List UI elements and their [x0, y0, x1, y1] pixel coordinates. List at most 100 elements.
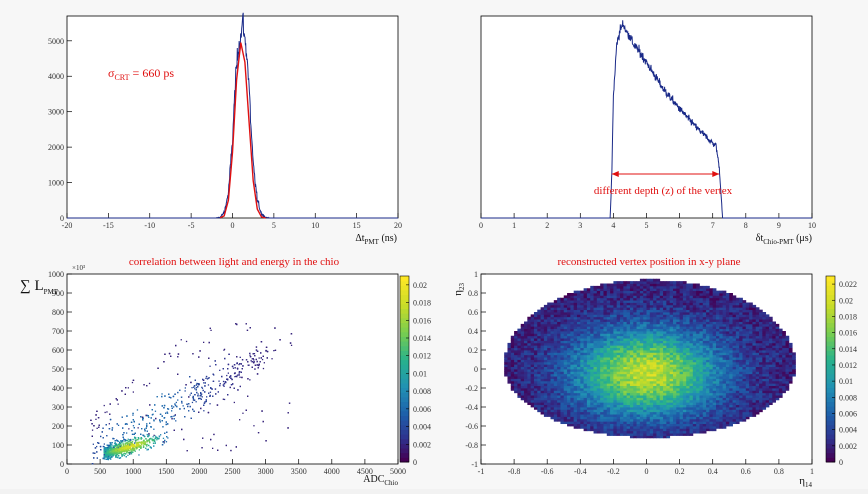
- density-cell: [620, 352, 624, 355]
- density-cell: [603, 312, 607, 315]
- density-cell: [584, 319, 588, 322]
- density-cell: [637, 331, 641, 334]
- density-cell: [620, 421, 624, 424]
- density-cell: [544, 360, 548, 363]
- density-cell: [600, 409, 604, 412]
- density-cell: [587, 412, 591, 415]
- density-cell: [633, 398, 637, 401]
- density-point: [213, 381, 214, 382]
- density-cell: [590, 312, 594, 315]
- density-cell: [551, 341, 555, 344]
- density-cell: [560, 317, 564, 320]
- density-cell: [551, 398, 555, 401]
- density-cell: [640, 433, 644, 436]
- density-point: [183, 405, 184, 406]
- density-cell: [620, 362, 624, 365]
- density-cell: [603, 405, 607, 408]
- density-point: [147, 441, 148, 442]
- density-cell: [587, 421, 591, 424]
- density-cell: [587, 303, 591, 306]
- density-cell: [633, 350, 637, 353]
- density-cell: [547, 374, 551, 377]
- density-point: [94, 453, 95, 454]
- density-cell: [590, 398, 594, 401]
- density-point: [186, 404, 187, 405]
- density-cell: [610, 407, 614, 410]
- density-cell: [514, 379, 518, 382]
- density-cell: [544, 310, 548, 313]
- density-cell: [597, 405, 601, 408]
- density-cell: [627, 303, 631, 306]
- density-cell: [511, 345, 515, 348]
- density-cell: [643, 436, 647, 439]
- y-tick-label: 5000: [48, 37, 64, 46]
- density-cell: [554, 400, 558, 403]
- density-cell: [541, 343, 545, 346]
- density-point: [93, 425, 94, 426]
- density-cell: [507, 362, 511, 365]
- density-cell: [527, 400, 531, 403]
- density-cell: [527, 357, 531, 360]
- density-cell: [574, 390, 578, 393]
- density-cell: [534, 371, 538, 374]
- density-cell: [630, 371, 634, 374]
- density-cell: [640, 379, 644, 382]
- density-point: [122, 434, 123, 435]
- density-cell: [541, 405, 545, 408]
- density-point: [196, 387, 197, 388]
- density-cell: [574, 398, 578, 401]
- density-cell: [633, 281, 637, 284]
- density-point: [234, 372, 235, 373]
- density-cell: [627, 322, 631, 325]
- density-cell: [524, 357, 528, 360]
- density-cell: [620, 412, 624, 415]
- density-cell: [637, 303, 641, 306]
- density-cell: [590, 345, 594, 348]
- panel-correlation: correlation between light and energy in …: [20, 256, 431, 487]
- density-cell: [617, 417, 621, 420]
- density-cell: [620, 428, 624, 431]
- density-cell: [584, 412, 588, 415]
- density-cell: [570, 409, 574, 412]
- density-point: [146, 444, 147, 445]
- density-cell: [531, 386, 535, 389]
- density-cell: [534, 357, 538, 360]
- density-cell: [580, 307, 584, 310]
- density-cell: [607, 331, 611, 334]
- density-cell: [610, 376, 614, 379]
- density-cell: [594, 421, 598, 424]
- density-point: [255, 365, 256, 366]
- density-cell: [630, 350, 634, 353]
- density-cell: [610, 338, 614, 341]
- density-cell: [630, 400, 634, 403]
- density-cell: [594, 390, 598, 393]
- density-cell: [623, 379, 627, 382]
- density-cell: [514, 369, 518, 372]
- density-cell: [637, 395, 641, 398]
- density-cell: [527, 364, 531, 367]
- density-cell: [600, 421, 604, 424]
- density-cell: [603, 424, 607, 427]
- density-cell: [607, 388, 611, 391]
- density-cell: [640, 310, 644, 313]
- density-cell: [534, 367, 538, 370]
- density-cell: [620, 367, 624, 370]
- density-point: [174, 403, 175, 404]
- density-point: [223, 381, 224, 382]
- density-cell: [534, 395, 538, 398]
- density-cell: [627, 300, 631, 303]
- density-cell: [630, 426, 634, 429]
- density-cell: [610, 341, 614, 344]
- density-cell: [524, 383, 528, 386]
- density-cell: [564, 374, 568, 377]
- density-cell: [574, 369, 578, 372]
- density-cell: [623, 426, 627, 429]
- density-cell: [554, 414, 558, 417]
- colorbar-segment: [400, 439, 409, 444]
- y-tick-label: 1000: [48, 270, 64, 279]
- density-cell: [587, 338, 591, 341]
- density-cell: [544, 345, 548, 348]
- density-cell: [567, 407, 571, 410]
- density-cell: [617, 300, 621, 303]
- density-cell: [613, 314, 617, 317]
